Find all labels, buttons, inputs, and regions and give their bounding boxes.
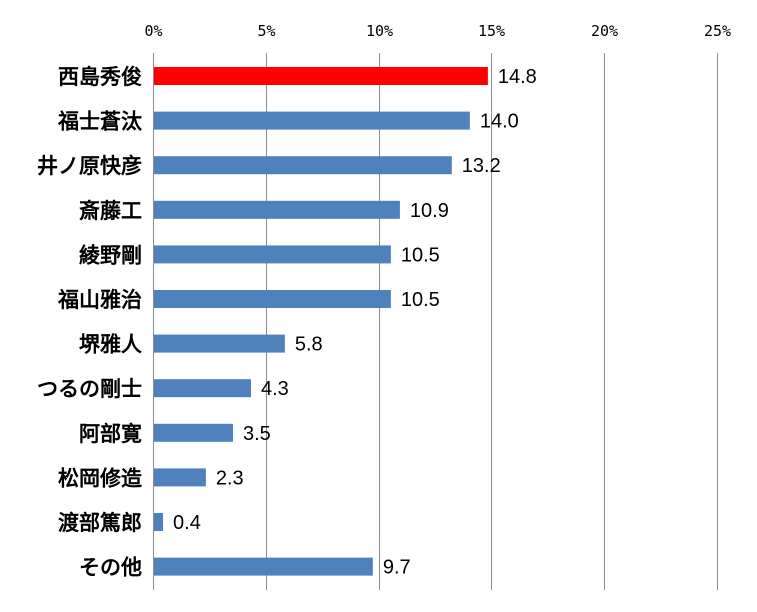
x-tick-label: 25% [704, 22, 731, 40]
x-tick-label: 20% [591, 22, 618, 40]
bar [154, 111, 470, 130]
x-tick-label: 5% [257, 22, 275, 40]
value-label: 10.9 [410, 200, 449, 222]
value-label: 13.2 [462, 155, 501, 177]
bar [154, 557, 373, 576]
bar [154, 67, 488, 85]
bar [154, 156, 452, 175]
gridlines [153, 53, 718, 590]
value-label: 2.3 [216, 467, 244, 489]
x-tick-label: 0% [144, 22, 162, 40]
category-label: 松岡修造 [58, 466, 143, 490]
category-labels: 西島秀俊福士蒼汰井ノ原快彦斎藤工綾野剛福山雅治堺雅人つるの剛士阿部寛松岡修造渡部… [37, 65, 143, 580]
category-label: 渡部篤郎 [58, 511, 142, 535]
value-label: 3.5 [243, 423, 271, 445]
bar [154, 513, 164, 531]
value-label: 4.3 [261, 378, 289, 400]
value-label: 10.5 [401, 244, 440, 266]
category-label: その他 [79, 556, 142, 580]
x-axis-ticks: 0% 5% 10% 15% 20% 25% [144, 22, 731, 40]
value-label: 14.0 [480, 111, 519, 133]
bar [154, 379, 252, 398]
value-label: 14.8 [498, 66, 537, 88]
x-tick-label: 10% [366, 22, 393, 40]
value-labels: 14.8 14.0 13.2 10.9 10.5 10.5 5.8 4.3 3.5 2.3 0.4 9… [173, 66, 537, 579]
category-label: 西島秀俊 [58, 65, 142, 89]
category-label: 斎藤工 [79, 199, 142, 223]
value-label: 5.8 [295, 334, 323, 356]
bar [154, 290, 391, 308]
bars [154, 67, 488, 576]
bar [154, 200, 400, 219]
category-label: 阿部寛 [79, 422, 142, 446]
bar [154, 334, 285, 353]
value-label: 0.4 [173, 512, 201, 534]
bar [154, 468, 206, 487]
x-tick-label: 15% [478, 22, 505, 40]
value-label: 10.5 [401, 289, 440, 311]
category-label: 井ノ原快彦 [37, 154, 142, 178]
category-label: 福山雅治 [57, 288, 142, 312]
category-label: 堺雅人 [79, 333, 142, 357]
value-label: 9.7 [383, 557, 411, 579]
bar [154, 245, 391, 264]
category-label: 綾野剛 [79, 243, 142, 267]
category-label: 福士蒼汰 [57, 110, 143, 134]
category-label: つるの剛士 [37, 377, 142, 401]
bar [154, 423, 233, 442]
